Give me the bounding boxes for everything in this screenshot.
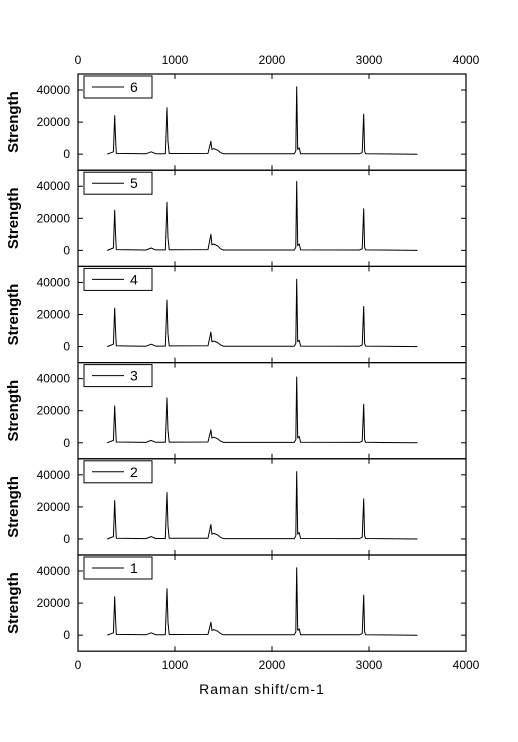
y-tick-label: 0 bbox=[63, 147, 70, 161]
series-line-5 bbox=[106, 180, 418, 251]
y-tick-label: 0 bbox=[63, 628, 70, 642]
legend-2: 2 bbox=[83, 460, 153, 484]
bottom-x-tick-label: 1000 bbox=[162, 658, 189, 672]
y-tick-label: 20000 bbox=[37, 211, 71, 225]
y-tick-label: 0 bbox=[63, 340, 70, 354]
legend-label: 3 bbox=[130, 368, 138, 384]
bottom-x-tick-label: 0 bbox=[75, 658, 82, 672]
bottom-x-tick-label: 2000 bbox=[259, 658, 286, 672]
top-x-tick-label: 2000 bbox=[259, 53, 286, 67]
bottom-x-axis: 0 1000 2000 3000 4000 bbox=[75, 658, 480, 672]
bottom-x-tick-label: 4000 bbox=[453, 658, 480, 672]
panel-5: 0 20000 40000 Strength 5 bbox=[5, 169, 467, 267]
x-axis-label: Raman shift/cm-1 bbox=[199, 681, 325, 697]
top-x-tick-label: 0 bbox=[75, 53, 82, 67]
y-tick-label: 40000 bbox=[37, 83, 71, 97]
y-axis-label: Strength bbox=[5, 187, 22, 249]
stacked-panels: 02000040000Strength602000040000Strength5… bbox=[5, 73, 467, 652]
panel-4: 0 20000 40000 Strength 4 bbox=[5, 265, 467, 364]
bottom-x-tick-label: 3000 bbox=[356, 658, 383, 672]
y-tick-label: 0 bbox=[63, 532, 70, 546]
series-line-2 bbox=[106, 471, 418, 540]
y-tick-label: 20000 bbox=[37, 500, 71, 514]
series-line-3 bbox=[106, 376, 418, 444]
legend-6: 6 bbox=[83, 75, 153, 99]
top-x-axis: 0 1000 2000 3000 4000 bbox=[75, 53, 480, 67]
y-tick-label: 40000 bbox=[37, 372, 71, 386]
panel-3: 0 20000 40000 Strength 3 bbox=[5, 362, 467, 460]
legend-label: 4 bbox=[130, 271, 138, 287]
legend-3: 3 bbox=[83, 364, 153, 388]
y-axis-label: Strength bbox=[5, 476, 22, 538]
y-axis-label: Strength bbox=[5, 284, 22, 346]
series-line-4 bbox=[106, 278, 418, 348]
legend-1: 1 bbox=[83, 556, 153, 580]
legend-label: 2 bbox=[130, 464, 138, 480]
y-axis-label: Strength bbox=[5, 380, 22, 442]
panel-1: 0 20000 40000 Strength 1 bbox=[5, 554, 467, 652]
top-x-tick-label: 4000 bbox=[453, 53, 480, 67]
y-tick-label: 40000 bbox=[37, 468, 71, 482]
legend-4: 4 bbox=[83, 267, 153, 291]
series-line-1 bbox=[106, 567, 418, 636]
legend-label: 5 bbox=[130, 175, 138, 191]
y-tick-label: 40000 bbox=[37, 564, 71, 578]
panel-2: 0 20000 40000 Strength 2 bbox=[5, 458, 467, 556]
y-tick-label: 20000 bbox=[37, 596, 71, 610]
series-line-6 bbox=[106, 86, 418, 155]
y-axis-label: Strength bbox=[5, 91, 22, 153]
y-tick-label: 40000 bbox=[37, 275, 71, 289]
legend-label: 1 bbox=[130, 560, 138, 576]
y-tick-label: 0 bbox=[63, 243, 70, 257]
y-tick-label: 20000 bbox=[37, 404, 71, 418]
top-x-tick-label: 1000 bbox=[162, 53, 189, 67]
y-tick-label: 0 bbox=[63, 436, 70, 450]
legend-label: 6 bbox=[130, 79, 138, 95]
legend-5: 5 bbox=[83, 171, 153, 195]
y-tick-label: 20000 bbox=[37, 115, 71, 129]
y-tick-label: 40000 bbox=[37, 179, 71, 193]
y-axis-label: Strength bbox=[5, 572, 22, 634]
panel-6: 0 20000 40000 Strength 6 bbox=[5, 73, 467, 171]
y-tick-label: 20000 bbox=[37, 308, 71, 322]
top-x-tick-label: 3000 bbox=[356, 53, 383, 67]
